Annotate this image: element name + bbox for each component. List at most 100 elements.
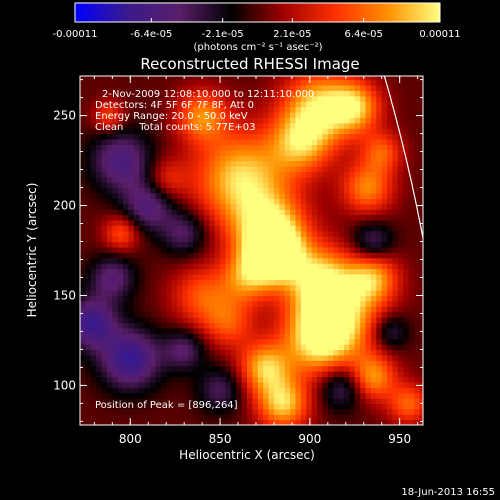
heatmap-cell — [247, 182, 253, 189]
heatmap-cell — [225, 344, 232, 351]
heatmap-cell — [360, 381, 367, 388]
heatmap-cell — [343, 95, 350, 102]
heatmap-cell — [268, 414, 275, 421]
heatmap-cell — [106, 79, 113, 86]
heatmap-cell — [354, 354, 361, 361]
heatmap-cell — [85, 236, 92, 243]
heatmap-cell — [300, 387, 307, 394]
heatmap-cell — [338, 101, 345, 108]
heatmap-cell — [220, 241, 227, 248]
heatmap-cell — [268, 284, 275, 291]
heatmap-cell — [311, 144, 318, 151]
heatmap-cell — [90, 387, 97, 394]
heatmap-cell — [252, 257, 259, 264]
heatmap-cell — [284, 95, 291, 102]
heatmap-cell — [273, 306, 280, 313]
heatmap-cell — [290, 90, 297, 97]
heatmap-cell — [182, 371, 189, 378]
heatmap-cell — [306, 106, 313, 113]
heatmap-cell — [392, 90, 399, 97]
heatmap-cell — [403, 376, 410, 383]
heatmap-cell — [300, 322, 307, 329]
heatmap-cell — [101, 327, 108, 334]
heatmap-cell — [166, 117, 173, 124]
heatmap-cell — [171, 90, 178, 97]
heatmap-cell — [343, 257, 350, 264]
heatmap-cell — [144, 198, 151, 205]
heatmap-cell — [133, 284, 140, 291]
heatmap-cell — [96, 295, 103, 302]
heatmap-cell — [203, 349, 210, 356]
heatmap-cell — [381, 344, 388, 351]
heatmap-cell — [101, 381, 108, 388]
heatmap-cell — [408, 209, 415, 216]
heatmap-cell — [85, 219, 92, 226]
heatmap-cell — [117, 344, 124, 351]
heatmap-cell — [354, 236, 361, 243]
heatmap-cell — [376, 290, 383, 297]
heatmap-cell — [252, 192, 259, 199]
heatmap-cell — [414, 257, 421, 264]
heatmap-cell — [171, 360, 178, 367]
heatmap-cell — [230, 371, 237, 378]
heatmap-cell — [419, 219, 423, 226]
heatmap-cell — [117, 257, 124, 264]
heatmap-cell — [306, 219, 313, 226]
heatmap-cell — [403, 111, 410, 118]
heatmap-cell — [419, 387, 423, 394]
heatmap-cell — [117, 95, 124, 102]
heatmap-cell — [214, 403, 221, 410]
heatmap-cell — [376, 317, 383, 324]
heatmap-cell — [252, 392, 259, 399]
heatmap-cell — [322, 230, 329, 237]
heatmap-cell — [198, 295, 205, 302]
heatmap-cell — [230, 387, 237, 394]
heatmap-cell — [176, 376, 183, 383]
heatmap-cell — [381, 376, 388, 383]
heatmap-cell — [85, 111, 92, 118]
colorbar-units-label: (photons cm⁻² s⁻¹ asec⁻²) — [193, 42, 322, 53]
heatmap-cell — [214, 387, 221, 394]
heatmap-cell — [209, 273, 216, 280]
heatmap-cell — [252, 176, 259, 183]
heatmap-cell — [354, 90, 361, 97]
heatmap-cell — [112, 365, 119, 372]
heatmap-cell — [187, 344, 194, 351]
heatmap-cell — [123, 219, 130, 226]
heatmap-cell — [408, 354, 415, 361]
heatmap-cell — [198, 414, 205, 421]
heatmap-cell — [408, 101, 415, 108]
heatmap-cell — [198, 241, 205, 248]
heatmap-cell — [306, 76, 313, 81]
heatmap-cell — [397, 408, 404, 415]
heatmap-cell — [365, 128, 372, 135]
heatmap-cell — [187, 403, 194, 410]
heatmap-cell — [176, 408, 183, 415]
heatmap-cell — [198, 203, 205, 210]
heatmap-cell — [360, 273, 367, 280]
colorbar-tick-label: -0.00011 — [53, 29, 98, 40]
heatmap-cell — [160, 246, 167, 253]
heatmap-cell — [327, 138, 334, 145]
heatmap-cell — [101, 225, 108, 232]
heatmap-cell — [365, 349, 372, 356]
heatmap-cell — [106, 344, 113, 351]
heatmap-cell — [247, 192, 253, 199]
heatmap-cell — [182, 300, 189, 307]
heatmap-cell — [123, 111, 130, 118]
heatmap-cell — [236, 322, 243, 329]
heatmap-cell — [317, 322, 324, 329]
heatmap-cell — [176, 236, 183, 243]
heatmap-cell — [155, 111, 162, 118]
heatmap-cell — [220, 187, 227, 194]
heatmap-cell — [322, 365, 329, 372]
heatmap-cell — [327, 392, 334, 399]
heatmap-cell — [90, 192, 97, 199]
heatmap-cell — [203, 182, 210, 189]
heatmap-cell — [311, 241, 318, 248]
heatmap-cell — [252, 252, 259, 259]
heatmap-cell — [247, 198, 253, 205]
heatmap-cell — [263, 252, 270, 259]
heatmap-cell — [193, 290, 200, 297]
heatmap-cell — [198, 236, 205, 243]
